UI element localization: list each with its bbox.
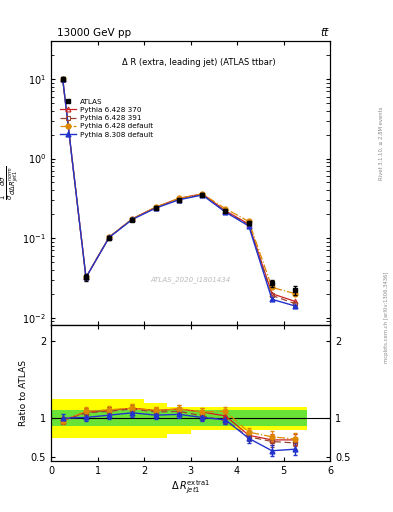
Legend: ATLAS, Pythia 6.428 370, Pythia 6.428 391, Pythia 6.428 default, Pythia 8.308 de: ATLAS, Pythia 6.428 370, Pythia 6.428 39… [57,96,156,140]
X-axis label: $\Delta\,R^{\rm extra1}_{jet1}$: $\Delta\,R^{\rm extra1}_{jet1}$ [171,478,210,496]
Text: 13000 GeV pp: 13000 GeV pp [57,28,131,38]
Text: mcplots.cern.ch [arXiv:1306.3436]: mcplots.cern.ch [arXiv:1306.3436] [384,272,389,363]
Text: Δ R (extra, leading jet) (ATLAS ttbar): Δ R (extra, leading jet) (ATLAS ttbar) [122,58,276,67]
Y-axis label: $\frac{1}{\sigma}\frac{d\sigma}{d\Delta R^{norm}_{jet1}}$: $\frac{1}{\sigma}\frac{d\sigma}{d\Delta … [0,166,21,201]
Text: tt̅: tt̅ [320,28,328,38]
Text: ATLAS_2020_I1801434: ATLAS_2020_I1801434 [151,276,231,283]
Text: Rivet 3.1.10, ≥ 2.8M events: Rivet 3.1.10, ≥ 2.8M events [379,106,384,180]
Y-axis label: Ratio to ATLAS: Ratio to ATLAS [19,360,28,426]
